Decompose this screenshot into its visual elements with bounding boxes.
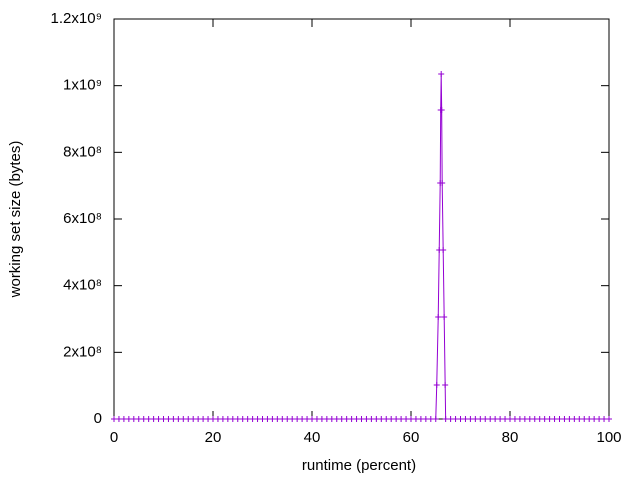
point-marker — [606, 416, 612, 422]
y-tick-label: 0 — [94, 410, 102, 427]
y-tick-label: 8x10⁸ — [63, 143, 102, 160]
point-marker — [439, 180, 446, 186]
plot-border — [113, 18, 610, 420]
point-marker — [440, 247, 447, 253]
y-tick-label: 1x10⁹ — [63, 77, 102, 94]
x-axis-label: runtime (percent) — [302, 457, 416, 474]
point-marker — [435, 314, 442, 320]
x-tick-label: 40 — [304, 429, 321, 446]
point-marker — [438, 107, 445, 113]
x-tick-label: 20 — [205, 429, 222, 446]
point-marker — [438, 71, 445, 77]
x-tick-label: 80 — [502, 429, 519, 446]
point-marker — [432, 416, 439, 422]
point-marker — [433, 382, 440, 388]
x-tick-label: 60 — [403, 429, 420, 446]
x-tick-label: 0 — [110, 429, 118, 446]
point-marker — [442, 382, 449, 388]
y-tick-label: 4x10⁸ — [63, 277, 102, 294]
point-marker — [441, 314, 448, 320]
series-line — [114, 73, 609, 420]
y-axis-label: working set size (bytes) — [7, 141, 24, 299]
y-tick-label: 6x10⁸ — [63, 210, 102, 227]
y-tick-label: 1.2x10⁹ — [51, 10, 102, 27]
x-tick-label: 100 — [596, 429, 621, 446]
y-tick-label: 2x10⁸ — [63, 343, 102, 360]
